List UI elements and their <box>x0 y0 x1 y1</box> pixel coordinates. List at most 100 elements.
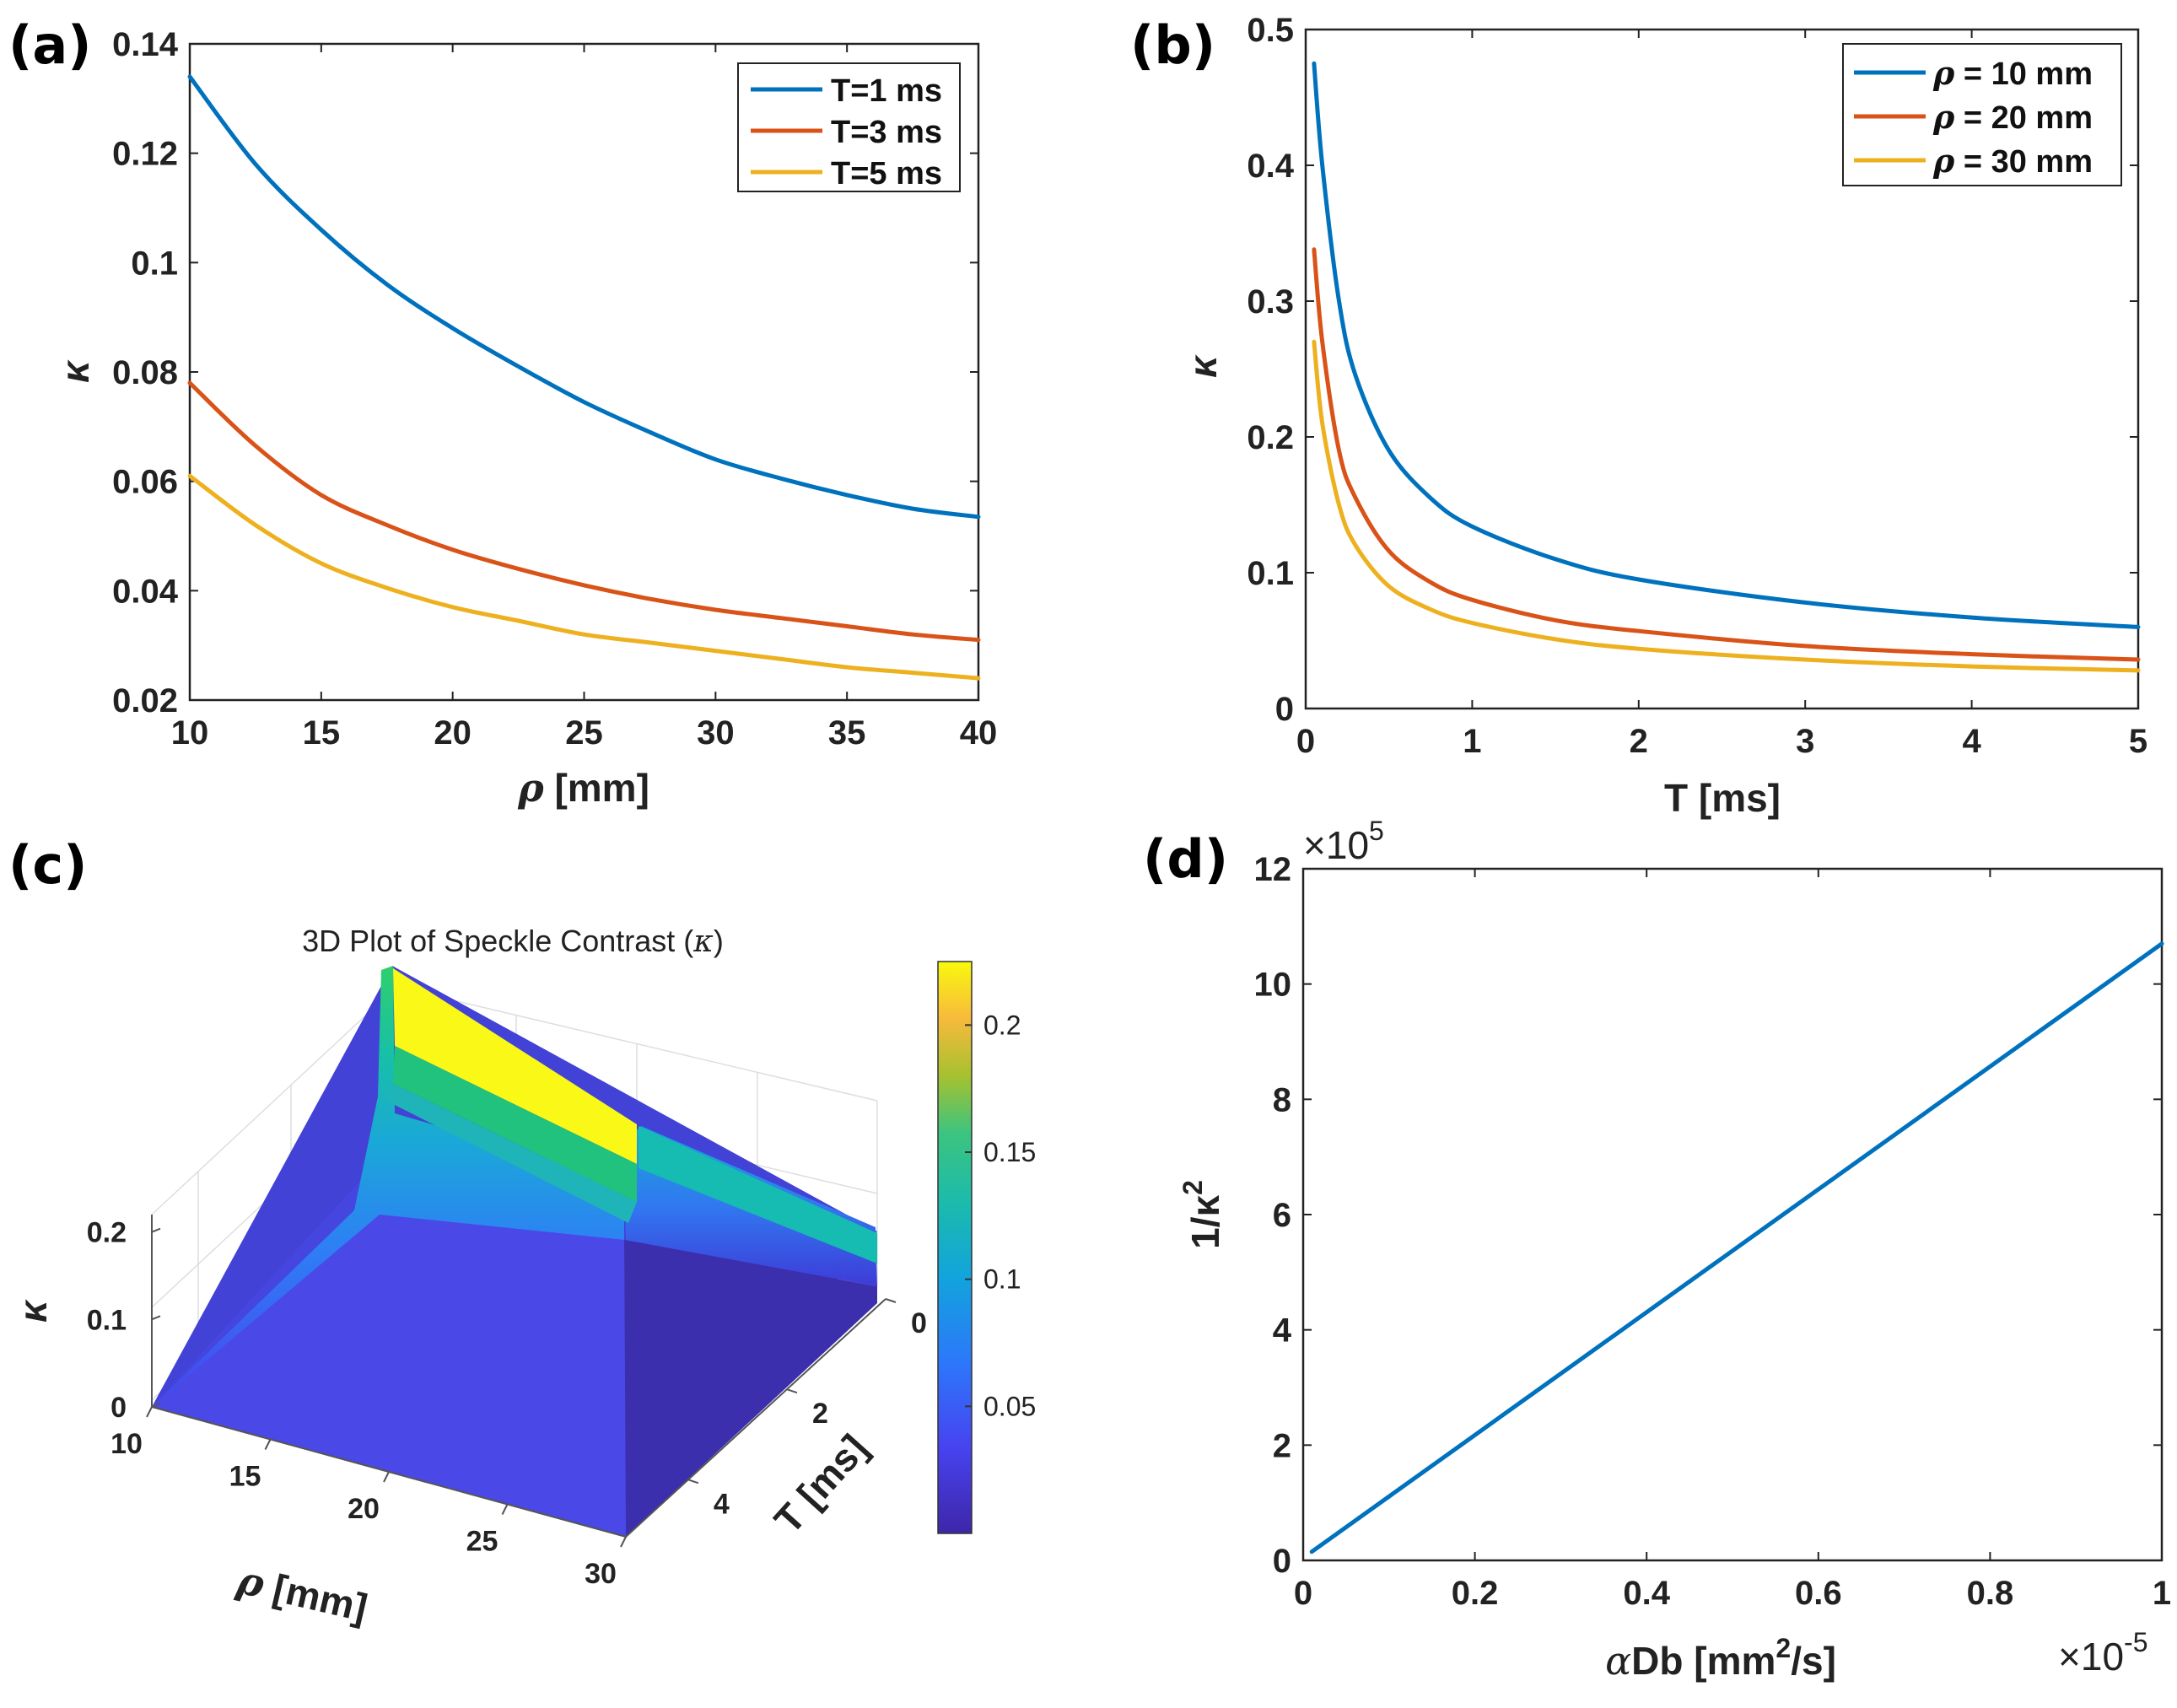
y-tick-label: 0.1 <box>1247 555 1294 592</box>
y-tick-mark <box>687 1479 699 1484</box>
z-tick-label: 0.1 <box>87 1304 127 1336</box>
x-tick-label: 5 <box>2129 723 2147 760</box>
series-line-0 <box>1309 941 2164 1554</box>
y-tick-label: 8 <box>1273 1081 1291 1118</box>
panel-d-series <box>1309 941 2164 1554</box>
y-tick-label: 0.4 <box>1247 148 1294 185</box>
legend-label-t1: T=1 ms <box>831 73 942 109</box>
panel-c: (c) 3D Plot of Speckle Contrast (κ) <box>8 834 1036 1630</box>
series-line-1 <box>187 380 981 643</box>
panel-d-y-multiplier: ×105 <box>1303 816 1384 867</box>
panel-c-x-ticks: 10 15 20 25 30 <box>110 1406 627 1590</box>
surface-peak-yellow <box>393 968 637 1164</box>
x-tick-label: 4 <box>1962 723 1981 760</box>
y-tick-label: 0.12 <box>112 136 178 173</box>
z-tick-mark <box>151 1315 161 1321</box>
surface-peak-teal <box>386 1084 637 1223</box>
y-tick-label: 0.2 <box>1247 419 1294 456</box>
panel-b-y-ticks: 0 0.1 0.2 0.3 0.4 0.5 <box>1247 12 2138 728</box>
panel-d-axes-frame <box>1301 867 2164 1562</box>
x-tick-label: 40 <box>960 714 998 752</box>
panel-a-legend: T=1 ms T=3 ms T=5 ms <box>737 62 961 192</box>
panel-d-y-axis-label: 1/κ2 <box>1177 1180 1227 1249</box>
x-tick-label: 0 <box>1296 723 1315 760</box>
z-tick-label: 0 <box>110 1392 127 1424</box>
x-tick-label: 20 <box>434 714 472 752</box>
x-tick-label: 25 <box>466 1526 498 1558</box>
y-tick-label: 2 <box>1273 1427 1291 1464</box>
x-tick-label: 0.6 <box>1795 1575 1842 1612</box>
x-tick-label: 10 <box>110 1428 143 1460</box>
colorbar-tick-label: 0.15 <box>983 1137 1036 1167</box>
surface-peak-green <box>393 1046 637 1202</box>
x-tick-label: 3 <box>1796 723 1814 760</box>
y-tick-label: 0.1 <box>131 245 178 282</box>
x-tick-label: 20 <box>348 1493 380 1525</box>
y-tick-label: 0.5 <box>1247 12 1294 49</box>
legend-label-rho20: ρ = 20 mm <box>1932 98 2093 136</box>
panel-c-title: 3D Plot of Speckle Contrast (κ) <box>302 924 724 959</box>
panel-d-x-multiplier: ×10-5 <box>2058 1627 2147 1678</box>
x-tick-mark <box>264 1439 272 1450</box>
panel-c-label: (c) <box>8 834 87 896</box>
y-tick-mark <box>885 1298 897 1303</box>
x-tick-label: 0.8 <box>1967 1575 2014 1612</box>
surface-left-floor <box>152 1215 626 1537</box>
y-tick-label: 0 <box>1275 691 1294 728</box>
panel-c-y-axis-label: T [ms] <box>766 1426 876 1542</box>
y-tick-label: 0 <box>911 1307 927 1339</box>
panel-b-x-axis-label: T [ms] <box>1664 776 1781 820</box>
panel-a: (a) 10 15 20 25 30 35 40 0.020.040.060.080.10.… <box>8 14 997 811</box>
series-line-1 <box>1312 247 2141 662</box>
panel-b-axes-frame <box>1304 28 2140 710</box>
panel-c-colorbar-ticks: 0.05 0.1 0.15 0.2 <box>965 1010 1036 1421</box>
panel-d-x-ticks: 0 0.2 0.4 0.6 0.8 1 <box>1294 869 2171 1612</box>
surface-left-wall <box>152 966 624 1407</box>
panel-c-x-axis-line <box>151 1406 627 1538</box>
colorbar-tick-label: 0.1 <box>983 1264 1021 1295</box>
panel-b-label: (b) <box>1130 14 1215 76</box>
x-tick-label: 10 <box>171 714 209 752</box>
x-tick-label: 0 <box>1294 1575 1312 1612</box>
y-tick-label: 0.08 <box>112 354 178 391</box>
y-tick-label: 6 <box>1273 1197 1291 1234</box>
colorbar-tick-label: 0.05 <box>983 1391 1036 1421</box>
series-line-2 <box>1312 339 2141 673</box>
panel-b-y-axis-label: κ <box>1181 354 1225 378</box>
panel-c-x-axis-label: ρ [mm] <box>233 1556 372 1630</box>
z-tick-label: 0.2 <box>87 1217 127 1249</box>
panel-b-x-ticks: 0 1 2 3 4 5 <box>1296 30 2147 760</box>
series-line-2 <box>187 473 981 681</box>
x-tick-label: 1 <box>2153 1575 2171 1612</box>
x-tick-label: 25 <box>565 714 603 752</box>
x-tick-label: 0.2 <box>1452 1575 1499 1612</box>
y-tick-label: 0.06 <box>112 464 178 501</box>
panel-a-y-ticks: 0.02 0.04 0.06 0.08 0.1 0.12 0.14 <box>112 26 978 719</box>
x-tick-mark <box>146 1406 153 1418</box>
panel-a-y-axis-label: κ <box>53 359 97 383</box>
x-tick-label: 15 <box>303 714 341 752</box>
y-tick-label: 4 <box>1273 1312 1292 1350</box>
z-tick-mark <box>151 1403 161 1408</box>
y-tick-label: 2 <box>812 1398 828 1430</box>
legend-label-rho30: ρ = 30 mm <box>1932 142 2093 180</box>
y-tick-label: 0.04 <box>112 573 179 610</box>
legend-label-rho10: ρ = 10 mm <box>1932 54 2093 92</box>
series-line-0 <box>187 74 981 520</box>
x-tick-label: 2 <box>1630 723 1648 760</box>
x-tick-label: 0.4 <box>1623 1575 1670 1612</box>
x-tick-label: 15 <box>229 1461 261 1493</box>
panel-c-z-axis-label: κ <box>11 1299 55 1323</box>
y-tick-label: 0.14 <box>112 26 179 63</box>
panel-c-y-axis-line <box>625 1298 886 1538</box>
x-tick-label: 30 <box>585 1558 617 1590</box>
panel-d-y-ticks: 0 2 4 6 8 10 12 <box>1254 851 2162 1580</box>
panel-d-x-axis-label: αDb [mm2/s] <box>1605 1633 1836 1684</box>
series-line-0 <box>1312 61 2141 629</box>
panel-a-label: (a) <box>8 14 92 76</box>
panel-a-series <box>187 74 981 681</box>
x-tick-label: 35 <box>828 714 866 752</box>
colorbar-tick-label: 0.2 <box>983 1010 1021 1040</box>
